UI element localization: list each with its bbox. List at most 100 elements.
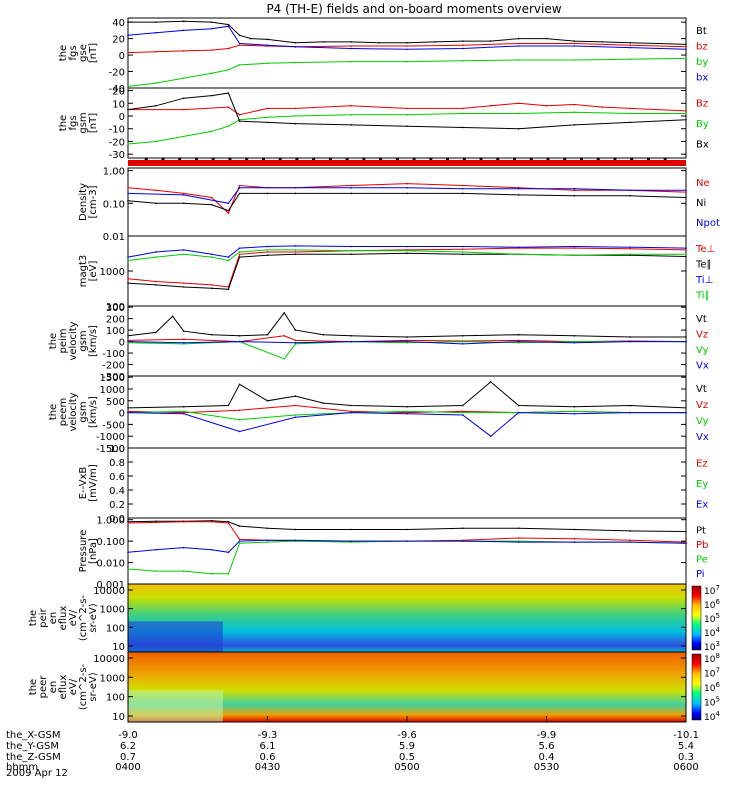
y-tick-label: 100 — [106, 302, 125, 313]
colorbar-tick-label: 107 — [704, 667, 720, 680]
data-point — [227, 125, 230, 127]
colorbar-tick-label: 108 — [704, 652, 720, 665]
y-axis-label-line: the — [58, 115, 69, 131]
data-point — [266, 107, 269, 110]
legend-entry: Vt — [696, 314, 707, 325]
y-tick-label: -200 — [102, 361, 125, 372]
y-axis-label-line: the — [28, 679, 39, 695]
legend: Ne Ni Npot — [696, 178, 720, 229]
data-point — [573, 541, 576, 543]
y-tick-label: 1000 — [100, 385, 125, 396]
data-point — [350, 186, 353, 189]
y-tick-label: -30 — [109, 150, 125, 161]
data-point — [517, 253, 520, 256]
mode-bar-mark — [211, 158, 215, 160]
data-point — [127, 520, 129, 523]
mode-bar-mark — [395, 158, 399, 160]
data-point — [294, 245, 297, 247]
data-point — [573, 245, 576, 248]
data-point — [629, 58, 631, 60]
data-point — [294, 249, 297, 251]
data-point — [517, 45, 520, 47]
data-point — [238, 540, 241, 542]
data-point — [517, 42, 520, 45]
y-tick-label: 300 — [106, 303, 125, 314]
legend-entry: Ey — [696, 479, 708, 490]
data-point — [183, 135, 185, 138]
mode-bar-mark — [596, 158, 600, 160]
y-axis-label-line: en — [48, 681, 59, 694]
data-point — [183, 108, 185, 111]
legend-entry: Bz — [696, 98, 708, 109]
data-point — [406, 182, 408, 185]
y-tick-label: 0 — [119, 338, 125, 349]
data-point — [266, 527, 269, 530]
x-tick-label: 0.6 — [260, 752, 276, 763]
series-Ni — [127, 192, 687, 212]
data-point — [573, 194, 576, 197]
x-tick-label: 6.2 — [120, 741, 136, 752]
y-axis-label-line: magt3 — [78, 255, 89, 288]
data-point — [573, 254, 576, 257]
y-tick-label: 100 — [106, 623, 125, 634]
data-point — [462, 410, 464, 413]
data-point — [350, 184, 353, 187]
panel-temperature: 1000 100 magt3 [eV] Te⊥ Te∥ Ti⊥ Ti∥ — [78, 235, 715, 313]
y-axis-label-line: eV/ — [68, 678, 79, 695]
mode-bar-mark — [261, 158, 265, 160]
series-group — [127, 92, 687, 145]
data-point — [517, 59, 520, 61]
data-point — [350, 124, 353, 126]
data-point — [283, 312, 286, 314]
data-point — [350, 245, 353, 248]
data-point — [573, 410, 576, 413]
data-point — [350, 41, 353, 43]
data-point — [238, 184, 241, 187]
y-tick-label: 0.01 — [103, 232, 125, 243]
date-label: 2009 Apr 12 — [6, 768, 68, 779]
data-point — [657, 42, 659, 45]
data-point — [350, 47, 353, 50]
data-point — [183, 330, 185, 333]
series-group — [127, 381, 687, 437]
legend-entry: Vy — [696, 416, 709, 427]
x-tick-label: -9.3 — [258, 730, 278, 741]
legend: Pt Pb Pe Pi — [696, 525, 708, 580]
legend: Ez Ey Ex — [696, 458, 708, 510]
data-point — [517, 246, 520, 248]
mode-bar-mark — [563, 158, 567, 160]
colorbar-scale — [691, 653, 702, 721]
x-tick-label: -10.1 — [673, 730, 699, 741]
data-point — [155, 570, 157, 572]
data-point — [406, 125, 408, 127]
data-point — [155, 280, 157, 283]
legend-entry: bz — [696, 41, 708, 52]
data-point — [406, 411, 408, 414]
data-point — [238, 409, 241, 412]
data-point — [573, 103, 576, 106]
x-tick-label: 0.7 — [120, 752, 136, 763]
y-axis-label-line: E--VxB — [78, 467, 89, 500]
data-point — [266, 192, 269, 195]
y-tick-label: 0.8 — [109, 458, 125, 469]
series-group — [127, 519, 687, 575]
data-point — [294, 186, 297, 189]
data-point — [210, 333, 213, 336]
data-point — [283, 335, 286, 337]
x-tick-label: 0.4 — [539, 752, 555, 763]
data-point — [685, 110, 687, 112]
series-Pb — [127, 521, 687, 543]
data-point — [210, 196, 213, 199]
series-group — [127, 312, 687, 360]
data-point — [685, 407, 687, 409]
data-point — [183, 194, 185, 196]
y-axis-label-line: peir — [38, 607, 49, 627]
mode-bar-mark — [496, 158, 500, 160]
data-point — [629, 340, 631, 343]
chart-title: P4 (TH-E) fields and on-board moments ov… — [266, 2, 561, 16]
data-point — [183, 97, 185, 99]
data-point — [517, 537, 520, 539]
colorbar-tick-label: 104 — [704, 626, 720, 639]
